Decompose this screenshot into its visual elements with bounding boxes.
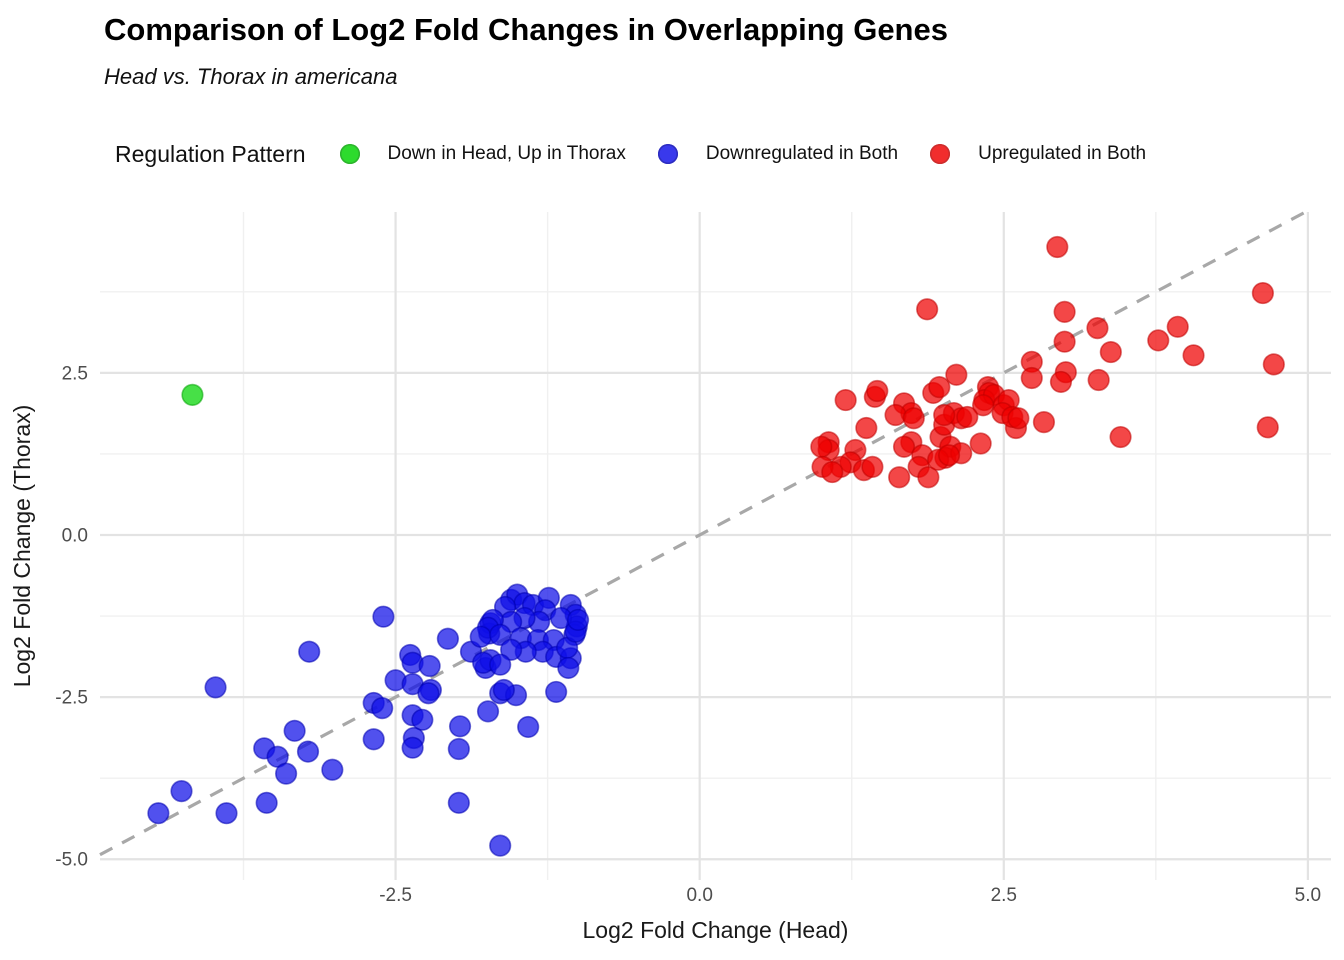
data-point [411, 708, 434, 731]
data-point [418, 654, 441, 678]
data-point [447, 791, 470, 814]
x-tick-label: 5.0 [1295, 885, 1321, 906]
data-point [1099, 340, 1122, 364]
x-tick-label: 0.0 [686, 885, 712, 906]
data-point [500, 638, 523, 661]
chart-title: Comparison of Log2 Fold Changes in Overl… [104, 12, 948, 47]
data-point [517, 715, 540, 739]
chart-subtitle: Head vs. Thorax in americana [104, 64, 398, 89]
data-point [492, 678, 515, 702]
data-point [170, 780, 193, 803]
data-point [1046, 235, 1069, 259]
data-point [1020, 366, 1043, 390]
data-point [933, 403, 956, 427]
data-point [888, 466, 911, 489]
data-point [969, 432, 992, 455]
legend-label: Downregulated in Both [705, 143, 899, 164]
x-axis-title: Log2 Fold Change (Head) [583, 917, 849, 943]
data-point [937, 444, 961, 467]
data-point [204, 676, 227, 699]
legend-swatch-icon [339, 144, 360, 164]
data-point [255, 791, 278, 814]
data-point [147, 802, 170, 825]
data-point [557, 656, 580, 680]
data-point [916, 298, 939, 321]
y-tick-label: 2.5 [62, 363, 88, 384]
data-point [1109, 425, 1132, 449]
y-axis-title: Log2 Fold Change (Thorax) [9, 405, 35, 688]
data-point [436, 627, 459, 650]
data-point [861, 455, 884, 478]
data-point [1182, 344, 1205, 367]
legend-item: Downregulated in Both [657, 143, 899, 165]
x-tick-label: -2.5 [379, 885, 412, 906]
data-point [476, 700, 500, 723]
data-point [417, 682, 440, 705]
data-point [298, 640, 321, 663]
legend-title: Regulation Pattern [115, 140, 306, 167]
data-point [834, 388, 857, 412]
data-point [866, 379, 889, 403]
data-point [321, 758, 344, 781]
data-point [275, 762, 298, 785]
legend-swatch-icon [930, 144, 951, 164]
data-point [1007, 407, 1030, 430]
data-point [892, 435, 916, 458]
data-point [928, 376, 951, 399]
data-point [917, 466, 940, 489]
data-point [1086, 316, 1109, 340]
data-point [1262, 353, 1285, 376]
data-point [884, 403, 907, 427]
legend-label: Upregulated in Both [978, 143, 1147, 164]
data-point [1049, 370, 1073, 394]
legend-label: Down in Head, Up in Thorax [387, 143, 626, 164]
data-point [1053, 330, 1076, 353]
data-point [489, 834, 512, 857]
data-point [956, 405, 979, 429]
data-point [945, 363, 968, 386]
data-point [489, 653, 512, 676]
data-point [566, 608, 590, 632]
data-point [283, 719, 306, 742]
data-point [855, 416, 878, 440]
x-tick-label: 2.5 [991, 885, 1017, 906]
y-tick-label: -5.0 [55, 850, 88, 871]
data-point [296, 740, 320, 763]
data-point [1251, 281, 1274, 305]
legend: Regulation Pattern Down in Head, Up in T… [115, 136, 1178, 172]
data-point [401, 736, 424, 759]
data-point [448, 715, 472, 738]
legend-item: Upregulated in Both [930, 143, 1146, 165]
data-point [215, 802, 238, 825]
y-tick-label: -2.5 [55, 688, 88, 709]
data-point [1256, 416, 1279, 439]
data-point [1053, 300, 1076, 323]
data-point [810, 435, 833, 458]
data-point [821, 460, 844, 484]
data-point [469, 625, 492, 648]
data-point [545, 680, 568, 704]
data-point [1032, 411, 1056, 434]
data-point [1166, 315, 1189, 338]
data-point [1087, 368, 1110, 392]
data-point [371, 697, 394, 720]
legend-swatch-icon [657, 144, 678, 164]
data-point [447, 737, 470, 761]
data-point [1147, 329, 1170, 352]
y-tick-label: 0.0 [62, 525, 88, 546]
data-point [181, 383, 204, 406]
data-point [362, 728, 385, 751]
data-point [372, 605, 395, 628]
legend-item: Down in Head, Up in Thorax [339, 143, 626, 165]
data-point [902, 407, 925, 430]
